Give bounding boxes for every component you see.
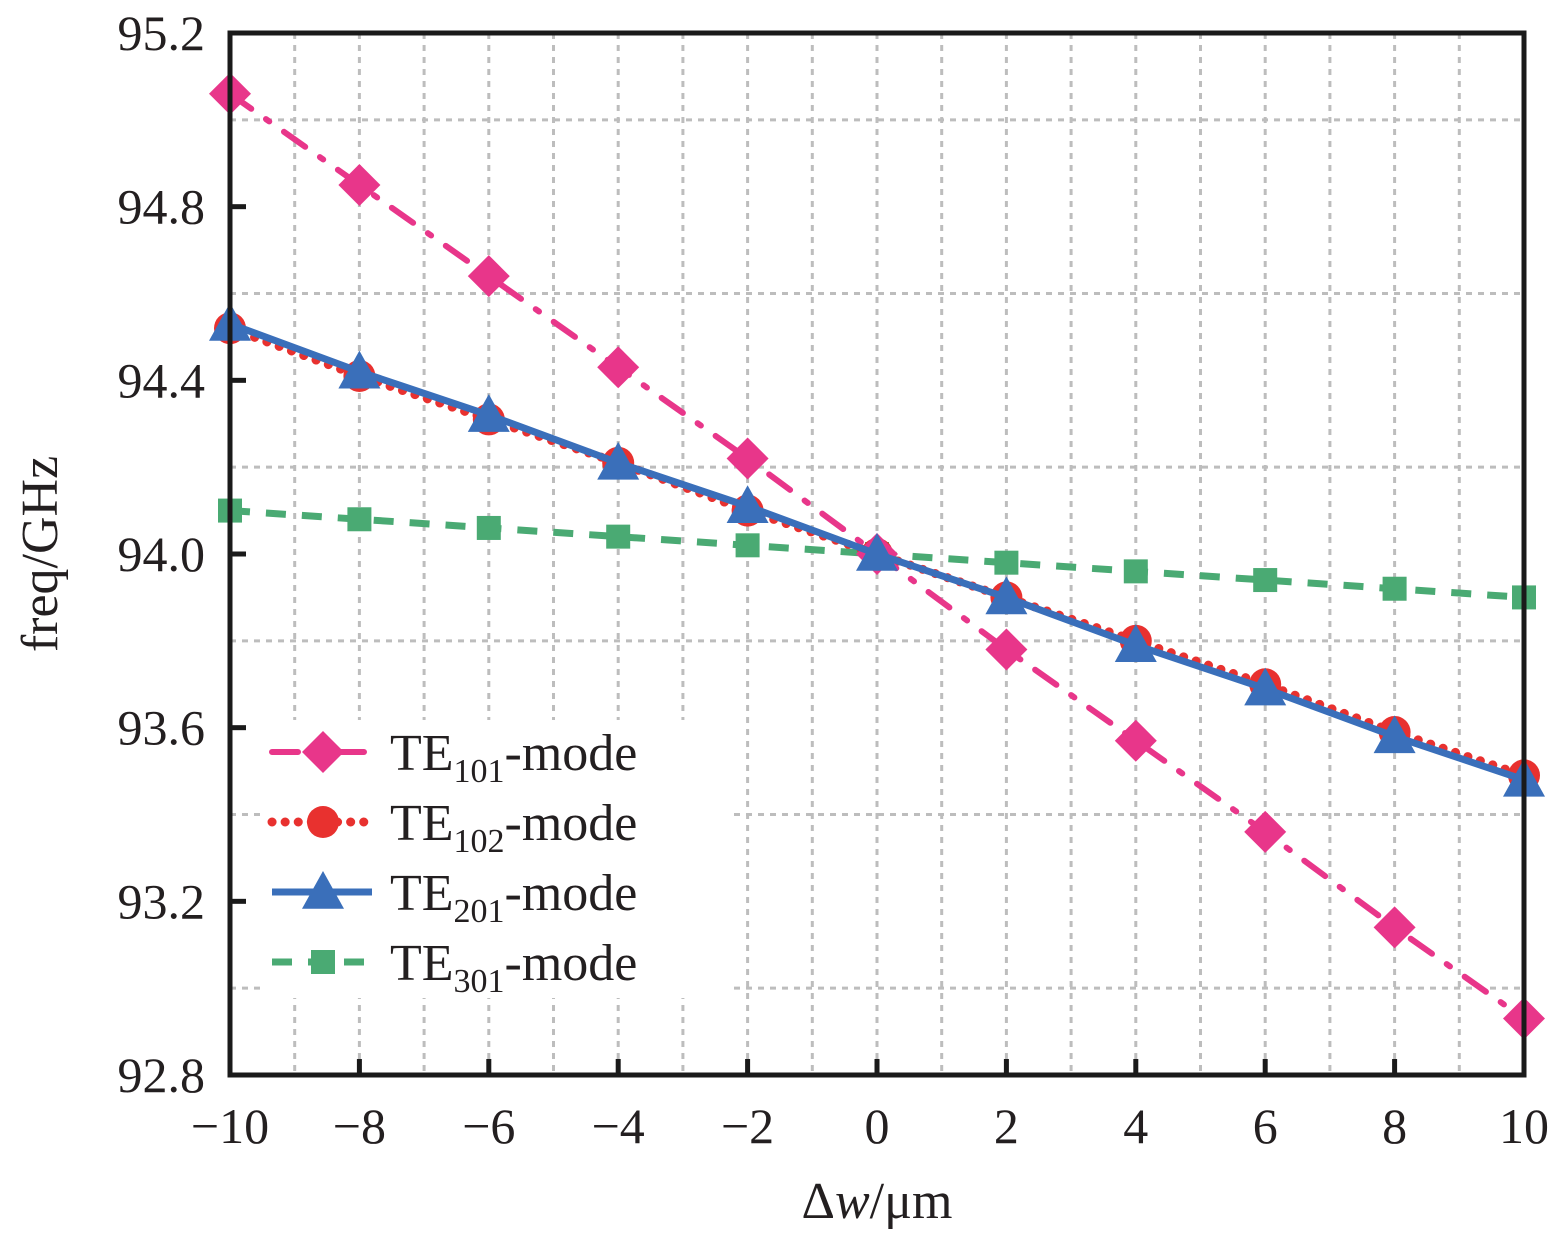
x-tick-label: 8 xyxy=(1382,1098,1407,1154)
legend-label-suffix: -mode xyxy=(505,865,638,922)
data-point xyxy=(338,163,381,206)
x-tick-label: 0 xyxy=(865,1098,890,1154)
legend-entry: TE102-mode xyxy=(267,795,637,860)
data-point xyxy=(735,533,760,558)
y-tick-label: 92.8 xyxy=(118,1047,206,1103)
legend-label-main: TE xyxy=(390,795,454,852)
data-point xyxy=(467,255,510,298)
y-tick-label: 94.4 xyxy=(118,352,206,408)
y-axis-title: freq/GHz xyxy=(12,456,69,652)
data-point xyxy=(985,628,1028,671)
y-tick-label: 94.0 xyxy=(118,526,206,582)
y-tick-label: 95.2 xyxy=(118,5,206,61)
x-axis-title: Δw/μm xyxy=(802,1173,953,1230)
x-tick-label: −4 xyxy=(592,1098,645,1154)
legend-label-main: TE xyxy=(390,725,454,782)
data-point xyxy=(726,485,769,524)
data-point xyxy=(597,346,640,389)
data-point xyxy=(726,437,769,480)
legend-entry: TE101-mode xyxy=(269,725,637,790)
y-tick-label: 94.8 xyxy=(118,179,206,235)
legend-label-subscript: 101 xyxy=(454,753,505,790)
legend-background xyxy=(262,720,732,998)
legend-entry: TE301-mode xyxy=(272,935,637,1000)
y-axis-ticks: 92.8 93.2 93.6 94.0 94.4 94.8 95.2 xyxy=(118,5,246,1103)
legend-label-main: TE xyxy=(390,865,454,922)
legend-label-suffix: -mode xyxy=(505,935,638,992)
x-axis-title-unit: /μm xyxy=(870,1173,953,1230)
data-point xyxy=(985,576,1028,615)
legend-marker xyxy=(302,871,344,909)
data-point xyxy=(994,550,1019,575)
data-point xyxy=(1123,559,1148,584)
data-point xyxy=(1373,715,1416,754)
data-point xyxy=(338,350,381,389)
legend-label-suffix: -mode xyxy=(505,725,638,782)
legend-label-subscript: 102 xyxy=(454,823,505,860)
grid xyxy=(230,33,1524,1075)
x-tick-label: 4 xyxy=(1123,1098,1148,1154)
data-point xyxy=(1244,667,1287,706)
data-point xyxy=(476,515,501,540)
x-axis-ticks: −10 −8 −6 −4 −2 0 2 4 6 8 10 xyxy=(191,1059,1549,1154)
legend-label: TE301-mode xyxy=(390,935,637,1000)
y-tick-label: 93.6 xyxy=(118,700,206,756)
data-point xyxy=(1382,576,1407,601)
data-point xyxy=(467,394,510,432)
legend-label-subscript: 201 xyxy=(454,893,505,930)
data-point xyxy=(1114,719,1157,762)
x-tick-label: 2 xyxy=(994,1098,1019,1154)
data-point xyxy=(1244,810,1287,853)
legend-marker xyxy=(311,950,335,974)
series-te201-mode xyxy=(209,302,1545,797)
legend-label-suffix: -mode xyxy=(505,795,638,852)
data-point xyxy=(606,524,631,549)
x-tick-label: −6 xyxy=(462,1098,515,1154)
legend-label: TE102-mode xyxy=(390,795,637,860)
series-layer xyxy=(209,72,1545,1040)
data-point xyxy=(1114,624,1157,662)
legend-label-main: TE xyxy=(390,935,454,992)
data-point xyxy=(1253,568,1278,593)
x-axis-title-var: w xyxy=(835,1173,870,1230)
data-point xyxy=(856,533,898,571)
legend-label: TE201-mode xyxy=(390,865,637,930)
x-axis-title-delta: Δ xyxy=(802,1173,835,1230)
legend-label: TE101-mode xyxy=(390,725,637,790)
data-point xyxy=(347,507,372,532)
x-tick-label: 10 xyxy=(1499,1098,1549,1154)
data-point xyxy=(597,441,640,480)
x-tick-label: −10 xyxy=(191,1098,269,1154)
data-point xyxy=(1373,906,1416,949)
legend-entry: TE201-mode xyxy=(272,865,637,930)
legend-marker xyxy=(307,806,339,838)
y-tick-label: 93.2 xyxy=(118,873,206,929)
x-tick-label: 6 xyxy=(1253,1098,1278,1154)
legend-marker xyxy=(302,731,344,773)
x-tick-label: −8 xyxy=(333,1098,386,1154)
x-tick-label: −2 xyxy=(721,1098,774,1154)
legend-label-subscript: 301 xyxy=(454,963,505,1000)
